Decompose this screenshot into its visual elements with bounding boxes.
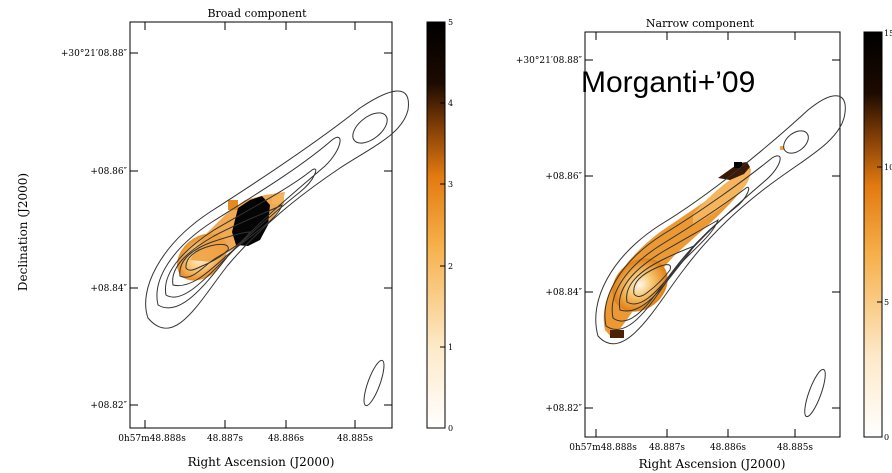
left-x-tick-label: 48.885s bbox=[337, 434, 373, 444]
left-colorbar-tick-label: 5 bbox=[448, 18, 453, 27]
left-x-tick-label: 48.886s bbox=[268, 434, 304, 444]
left-colorbar-tick-label: 0 bbox=[448, 424, 453, 433]
left-panel-title: Broad component bbox=[207, 7, 307, 20]
left-beam-ellipse bbox=[363, 359, 385, 407]
left-y-tick-label: +08.82″ bbox=[90, 401, 127, 411]
right-x-tick-label: 0h57m48.888s bbox=[569, 443, 637, 453]
right-ticks bbox=[585, 32, 840, 437]
right-y-tick-label: +08.84″ bbox=[545, 288, 582, 298]
right-y-tick-label: +30°21′08.88″ bbox=[516, 56, 583, 66]
right-colorbar bbox=[863, 31, 883, 438]
right-colorbar-ticks bbox=[877, 166, 882, 303]
right-colorbar-tick-label: 15 bbox=[884, 29, 892, 38]
right-plot-frame bbox=[584, 31, 841, 438]
right-panel: Narrow component bbox=[516, 17, 892, 471]
right-y-tick-label: +08.86″ bbox=[545, 172, 582, 182]
left-y-axis-label: Declination (J2000) bbox=[16, 173, 30, 291]
right-x-tick-label: 48.886s bbox=[710, 443, 746, 453]
left-ticks bbox=[130, 22, 392, 428]
left-y-tick-label: +08.84″ bbox=[90, 284, 127, 294]
right-panel-title: Narrow component bbox=[646, 17, 755, 30]
right-emission-map bbox=[603, 146, 784, 338]
left-x-tick-label: 48.887s bbox=[207, 434, 243, 444]
left-colorbar-ticks bbox=[440, 102, 445, 348]
left-colorbar-tick-label: 1 bbox=[448, 343, 453, 352]
right-y-tick-label: +08.82″ bbox=[545, 404, 582, 414]
left-colorbar-tick-label: 3 bbox=[448, 180, 453, 189]
left-plot-frame bbox=[129, 21, 393, 429]
right-colorbar-tick-label: 0 bbox=[884, 433, 889, 442]
left-y-tick-label: +30°21′08.88″ bbox=[61, 49, 128, 59]
left-x-tick-label: 0h57m48.888s bbox=[118, 434, 186, 444]
right-contours bbox=[595, 95, 846, 418]
right-beam-ellipse bbox=[804, 368, 826, 418]
right-colorbar-tick-label: 10 bbox=[884, 163, 892, 172]
right-x-axis-label: Right Ascension (J2000) bbox=[639, 457, 786, 471]
reference-annotation: Morganti+’09 bbox=[581, 66, 755, 99]
left-emission-map bbox=[176, 192, 285, 281]
left-x-axis-label: Right Ascension (J2000) bbox=[188, 455, 335, 469]
right-x-tick-label: 48.885s bbox=[777, 443, 813, 453]
right-x-tick-label: 48.887s bbox=[649, 443, 685, 453]
left-colorbar-tick-label: 2 bbox=[448, 262, 453, 271]
left-colorbar-tick-label: 4 bbox=[448, 99, 453, 108]
right-colorbar-tick-label: 5 bbox=[884, 298, 889, 307]
left-y-tick-label: +08.86″ bbox=[90, 167, 127, 177]
left-panel: Broad component bbox=[16, 7, 453, 469]
left-contours bbox=[145, 90, 409, 407]
left-colorbar bbox=[426, 21, 446, 429]
